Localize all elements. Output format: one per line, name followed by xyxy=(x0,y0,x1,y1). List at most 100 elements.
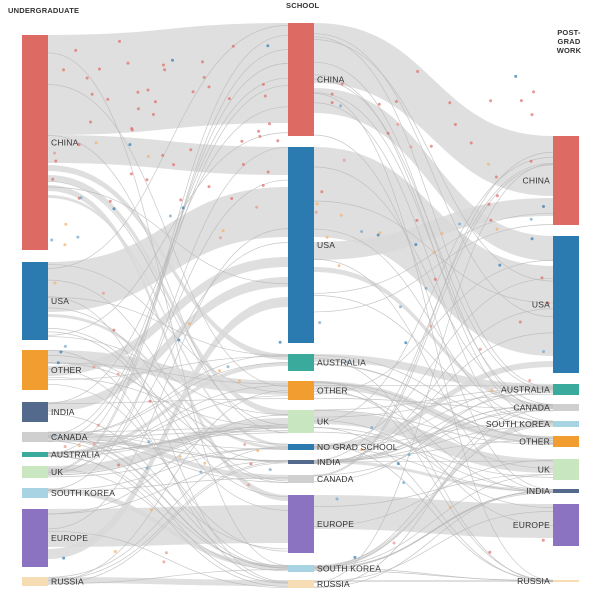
p-europe-node[interactable] xyxy=(553,504,579,546)
s-skorea-node[interactable] xyxy=(288,565,314,572)
particle-dot xyxy=(469,141,473,145)
p-russia-node[interactable] xyxy=(553,580,579,582)
u-uk-node[interactable] xyxy=(22,466,48,478)
particle-dot xyxy=(263,94,267,98)
particle-dot xyxy=(337,264,341,268)
flow-ribbon xyxy=(314,421,553,569)
flow-thread xyxy=(313,427,554,490)
u-india-label: INDIA xyxy=(51,407,75,417)
flow-thread xyxy=(47,427,289,476)
particle-dot xyxy=(278,340,282,344)
flow-thread xyxy=(47,77,289,436)
particle-dot xyxy=(519,99,523,103)
s-canada-node[interactable] xyxy=(288,475,314,483)
u-usa-label: USA xyxy=(51,296,69,306)
flow-thread xyxy=(47,181,289,426)
s-india-node[interactable] xyxy=(288,460,314,464)
particle-dot xyxy=(136,90,140,94)
u-other-label: OTHER xyxy=(51,365,82,375)
s-china-node[interactable] xyxy=(288,23,314,136)
u-australia-node[interactable] xyxy=(22,452,48,457)
s-usa-label: USA xyxy=(317,240,335,250)
particle-dot xyxy=(429,144,433,148)
flow-thread xyxy=(47,362,289,445)
particle-dot xyxy=(266,44,270,48)
flow-thread xyxy=(313,569,554,581)
u-canada-node[interactable] xyxy=(22,432,48,442)
u-usa-node[interactable] xyxy=(22,262,48,340)
particle-dot xyxy=(128,143,132,147)
s-china-label: CHINA xyxy=(317,75,345,85)
postgrad-header: POST-GRAD WORK xyxy=(546,28,592,55)
u-russia-label: RUSSIA xyxy=(51,577,84,587)
flow-thread xyxy=(47,414,289,515)
flow-thread xyxy=(313,364,554,438)
s-russia-node[interactable] xyxy=(288,580,314,588)
particle-dot xyxy=(396,122,400,126)
particle-dot xyxy=(532,90,536,94)
flow-thread xyxy=(313,431,554,478)
particle-dot xyxy=(62,556,66,560)
s-usa-node[interactable] xyxy=(288,147,314,343)
flow-thread xyxy=(47,569,289,585)
particle-dot xyxy=(218,236,222,240)
p-china-node[interactable] xyxy=(553,136,579,225)
particle-dot xyxy=(129,172,133,176)
flow-thread xyxy=(47,413,289,569)
p-canada-node[interactable] xyxy=(553,404,579,411)
particle-dot xyxy=(153,100,157,104)
u-other-node[interactable] xyxy=(22,350,48,390)
flow-thread xyxy=(47,263,289,393)
flow-thread xyxy=(313,382,554,469)
p-uk-node[interactable] xyxy=(553,459,579,480)
p-skorea-node[interactable] xyxy=(553,421,579,427)
flow-thread xyxy=(47,437,289,569)
particle-dot xyxy=(342,158,346,162)
particle-dot xyxy=(189,148,193,152)
flow-ribbon xyxy=(48,505,288,547)
p-usa-node[interactable] xyxy=(553,236,579,373)
particle-dot xyxy=(90,92,94,96)
flow-thread xyxy=(47,34,289,472)
s-uk-node[interactable] xyxy=(288,410,314,433)
s-nograd-node[interactable] xyxy=(288,444,314,450)
p-india-node[interactable] xyxy=(553,489,579,493)
s-australia-node[interactable] xyxy=(288,354,314,371)
particle-dot xyxy=(203,461,207,465)
u-china-node[interactable] xyxy=(22,35,48,250)
particle-dot xyxy=(514,74,518,78)
school-header: SCHOOL xyxy=(286,1,320,10)
particle-dot xyxy=(478,347,482,351)
p-uk-label: UK xyxy=(538,465,550,475)
particle-dot xyxy=(424,286,428,290)
flow-thread xyxy=(313,92,554,405)
particle-dot xyxy=(106,97,110,101)
flow-thread xyxy=(313,163,554,583)
particle-dot xyxy=(320,190,324,194)
flow-thread xyxy=(313,166,554,408)
flow-thread xyxy=(313,388,554,411)
u-europe-node[interactable] xyxy=(22,509,48,567)
flow-ribbon xyxy=(48,277,288,412)
undergraduate-header: UNDERGRADUATE xyxy=(8,6,80,15)
flow-thread xyxy=(47,462,289,585)
s-europe-node[interactable] xyxy=(288,495,314,553)
flow-ribbon xyxy=(314,460,553,492)
flow-thread xyxy=(313,277,554,448)
flow-thread xyxy=(47,106,289,404)
u-india-node[interactable] xyxy=(22,402,48,422)
particle-dot xyxy=(162,63,165,67)
p-australia-node[interactable] xyxy=(553,384,579,395)
nodes xyxy=(22,23,579,588)
flow-thread xyxy=(47,445,289,578)
particle-dot xyxy=(489,99,493,103)
p-other-node[interactable] xyxy=(553,436,579,447)
u-skorea-node[interactable] xyxy=(22,488,48,498)
flow-ribbon xyxy=(48,135,288,175)
s-other-node[interactable] xyxy=(288,381,314,400)
particle-dot xyxy=(256,449,260,453)
particle-dot xyxy=(161,153,165,157)
u-russia-node[interactable] xyxy=(22,577,48,586)
particle-dot xyxy=(487,202,491,206)
flow-thread xyxy=(313,39,554,282)
